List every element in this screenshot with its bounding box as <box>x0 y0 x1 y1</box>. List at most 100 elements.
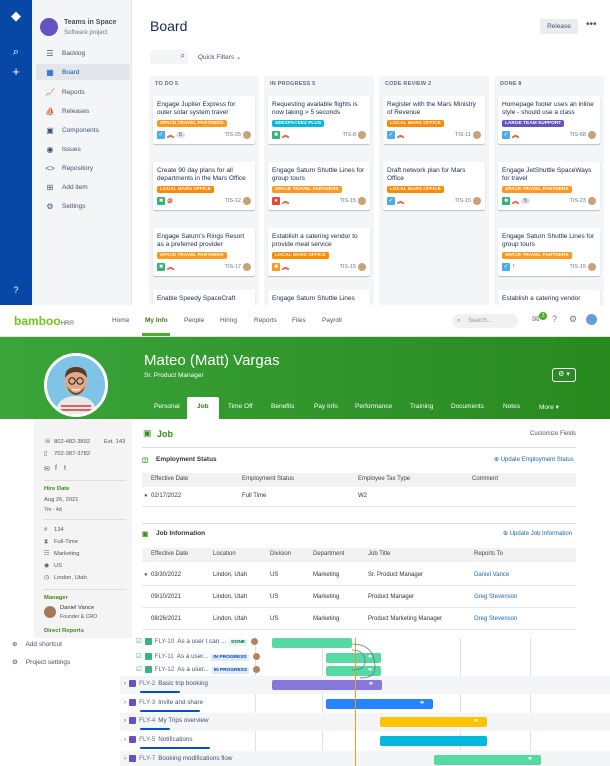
profile-actions-button[interactable]: ⚙ ▾ <box>552 368 576 382</box>
sidebar-item-project-settings[interactable]: ⚙ Project settings <box>12 658 70 666</box>
jira-logo-icon[interactable]: ◆ <box>11 8 21 23</box>
issue-key[interactable]: TIS-11 <box>454 131 471 138</box>
expand-chevron-icon[interactable]: › <box>124 717 127 725</box>
expand-chevron-icon[interactable]: › <box>124 755 127 763</box>
tab-pay-info[interactable]: Pay Info <box>314 403 338 410</box>
assignee-avatar[interactable] <box>588 262 596 271</box>
manager-name[interactable]: Daniel Vance <box>60 605 95 611</box>
issue-card[interactable]: Engage Saturn Shuttle Lines <box>268 290 370 305</box>
user-avatar[interactable] <box>586 314 597 325</box>
sidebar-item-components[interactable]: ▣ Components <box>36 122 130 138</box>
tab-training[interactable]: Training <box>410 403 434 410</box>
issue-key[interactable]: TIS-23 <box>569 197 586 204</box>
timeline-bar[interactable]: ⚭ <box>326 653 381 663</box>
issue-key[interactable]: TIS-15 <box>339 197 356 204</box>
release-button[interactable]: Release <box>540 19 578 34</box>
assignee-avatar[interactable] <box>358 262 366 271</box>
issue-card[interactable]: Engage Jupiter Express for outer solar s… <box>153 96 255 145</box>
issue-card[interactable]: Establish a catering vendor to provide m… <box>268 228 370 277</box>
roadmap-row[interactable]: › FLY-7 Booking modifications flow ⚭ <box>120 751 610 766</box>
issue-card[interactable]: Enable Speedy SpaceCraft <box>153 290 255 305</box>
tab-time-off[interactable]: Time Off <box>228 403 253 410</box>
tab-more[interactable]: More ▾ <box>539 404 559 411</box>
timeline-bar[interactable]: ⚭ <box>380 717 487 727</box>
assignee-avatar[interactable] <box>588 130 596 139</box>
roadmap-row[interactable]: › FLY-2 Basic trip booking ⚭ <box>120 676 610 694</box>
nav-my-info[interactable]: My Info <box>145 317 168 324</box>
table-cell[interactable]: Daniel Vance <box>474 572 510 578</box>
issue-key[interactable]: TIS-12 <box>224 197 241 204</box>
issue-card[interactable]: Engage Saturn Shuttle Lines for group to… <box>498 228 600 277</box>
issue-card[interactable]: Engage JetShuttle SpaceWays for travel SP… <box>498 162 600 211</box>
assignee-avatar[interactable] <box>243 196 251 205</box>
facebook-icon[interactable]: f <box>55 465 57 472</box>
roadmap-row[interactable]: › FLY-4 My Trips overview ⚭ <box>120 713 610 731</box>
timeline-bar[interactable] <box>272 638 352 648</box>
assignee-avatar[interactable] <box>358 196 366 205</box>
email-icon[interactable]: ✉ <box>44 466 50 473</box>
expand-chevron-icon[interactable]: › <box>124 680 127 688</box>
tab-documents[interactable]: Documents <box>451 403 484 410</box>
customize-fields-link[interactable]: Customize Fields <box>530 431 577 437</box>
roadmap-row[interactable]: ☑ FLY-10 As a user I can ... DONE <box>120 638 610 652</box>
expand-chevron-icon[interactable]: › <box>124 736 127 744</box>
sidebar-item-settings[interactable]: ⚙ Settings <box>36 198 130 214</box>
roadmap-row[interactable]: › FLY-3 Invite and share ⚭ <box>120 695 610 713</box>
tab-notes[interactable]: Notes <box>503 403 520 410</box>
roadmap-row[interactable]: ☑ FLY-11 As a user... IN PROGRESS ⚭ <box>120 649 610 667</box>
nav-files[interactable]: Files <box>292 317 306 324</box>
issue-card[interactable]: Draft network plan for Mars Office LOCAL … <box>383 162 485 211</box>
sidebar-item-issues[interactable]: ◉ Issues <box>36 141 130 157</box>
settings-gear-icon[interactable]: ⚙ <box>569 314 578 324</box>
assignee-avatar[interactable] <box>358 130 366 139</box>
timeline-bar[interactable]: ⚭ <box>434 755 541 765</box>
issue-key[interactable]: TIS-15 <box>454 197 471 204</box>
search-icon[interactable]: ⌕ <box>12 46 20 58</box>
table-cell[interactable]: Greg Stevenson <box>474 616 518 622</box>
issue-card[interactable]: Create 90 day plans for all departments … <box>153 162 255 211</box>
timeline-bar[interactable] <box>380 736 487 746</box>
timeline-bar[interactable]: ⚭ <box>326 699 433 709</box>
sidebar-item-board[interactable]: ▦ Board <box>36 64 130 80</box>
assignee-avatar[interactable] <box>473 196 481 205</box>
issue-card[interactable]: Homepage footer uses an inline style - s… <box>498 96 600 145</box>
issue-key[interactable]: TIS-15 <box>569 263 586 270</box>
issue-key[interactable]: TIS-17 <box>224 263 241 270</box>
quick-filters-dropdown[interactable]: Quick Filters ⌄ <box>198 54 242 61</box>
sidebar-item-add-shortcut[interactable]: ⊕ Add shortcut <box>12 640 62 648</box>
help-icon[interactable]: ? <box>13 285 19 295</box>
update-employment-status-link[interactable]: ⊕ Update Employment Status <box>494 457 574 463</box>
assignee-avatar[interactable] <box>588 196 596 205</box>
sidebar-item-backlog[interactable]: ☰ Backlog <box>36 45 130 61</box>
issue-key[interactable]: TIS-25 <box>224 131 241 138</box>
tab-benefits[interactable]: Benefits <box>271 403 295 410</box>
tab-job[interactable]: Job <box>187 397 219 419</box>
issue-card[interactable]: Establish a catering vendor <box>498 290 600 305</box>
roadmap-row[interactable]: ☑ FLY-12 As a user... IN PROGRESS ⚭ <box>120 662 610 680</box>
timeline-bar[interactable]: ⚭ <box>326 666 381 676</box>
create-icon[interactable]: + <box>12 64 20 79</box>
issue-card[interactable]: Engage Saturn Shuttle Lines for group to… <box>268 162 370 211</box>
issue-card[interactable]: Engage Saturn's Rings Resort as a prefer… <box>153 228 255 277</box>
tab-personal[interactable]: Personal <box>154 403 180 410</box>
sidebar-item-add-item[interactable]: ⊞ Add item <box>36 179 130 195</box>
tab-performance[interactable]: Performance <box>355 403 393 410</box>
bamboohr-logo[interactable]: bambooHR® <box>14 314 74 328</box>
search-input[interactable]: ⌕ Search... <box>452 314 518 328</box>
nav-payroll[interactable]: Payroll <box>322 317 342 324</box>
sidebar-item-repository[interactable]: <> Repository <box>36 160 130 176</box>
issue-key[interactable]: TIS-15 <box>339 263 356 270</box>
help-icon[interactable]: ? <box>552 314 558 324</box>
twitter-icon[interactable]: t <box>64 465 66 472</box>
assignee-avatar[interactable] <box>473 130 481 139</box>
sidebar-item-reports[interactable]: 📈 Reports <box>36 84 130 100</box>
update-job-information-link[interactable]: ⊕ Update Job Information <box>503 531 573 537</box>
issue-key[interactable]: TIS-8 <box>342 131 356 138</box>
more-button[interactable]: ••• <box>586 19 597 30</box>
board-search-input[interactable]: ⌕ <box>150 50 188 64</box>
nav-people[interactable]: People <box>184 317 205 324</box>
timeline-bar[interactable]: ⚭ <box>272 680 382 690</box>
roadmap-row[interactable]: › FLY-5 Notifications <box>120 732 610 750</box>
nav-hiring[interactable]: Hiring <box>220 317 237 324</box>
issue-card[interactable]: Requesting available flights is now taki… <box>268 96 370 145</box>
